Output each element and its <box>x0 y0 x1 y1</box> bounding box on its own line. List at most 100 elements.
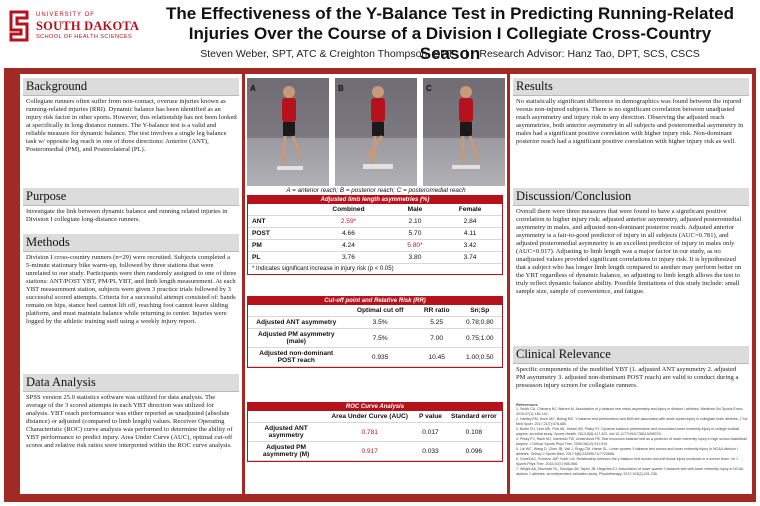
table-header-cell: Standard error <box>445 411 502 423</box>
data-analysis-text: SPSS version 25.0 statistics software wa… <box>26 394 233 450</box>
row-label: Adjusted PM asymmetry (male) <box>248 328 345 348</box>
background-section: Background Collegiate runners often suff… <box>23 78 239 154</box>
poster-header: UNIVERSITY OF SOUTH DAKOTA SCHOOL OF HEA… <box>0 0 760 66</box>
table-row: Adjusted PM asymmetry (M) 0.917 0.033 0.… <box>248 441 502 461</box>
background-text: Collegiate runners often suffer from non… <box>26 98 237 154</box>
left-column: Background Collegiate runners often suff… <box>20 74 242 494</box>
table-cell: 2.59* <box>305 215 392 228</box>
table-header-row: Combined Male Female <box>248 204 502 216</box>
discussion-heading: Discussion/Conclusion <box>513 188 749 206</box>
ybt-photos: A B C <box>247 78 505 186</box>
table-cell: 5.70 <box>391 227 439 240</box>
purpose-section: Purpose Investigate the link between dyn… <box>23 188 239 224</box>
table-cell: 5.25 <box>415 316 458 329</box>
table-header-cell: Optimal cut off <box>344 305 416 317</box>
table-row: PM 4.24 5.80* 3.42 <box>248 239 502 252</box>
table-cell: 0.75;1.00 <box>457 328 502 348</box>
table-cell: 0.917 <box>324 441 416 461</box>
row-label: Adjusted ANT asymmetry <box>248 422 325 442</box>
results-heading: Results <box>513 78 749 96</box>
table-cell: 0.781 <box>324 422 416 442</box>
row-label: POST <box>248 227 306 240</box>
table-cell: 4.24 <box>305 239 392 252</box>
table-row: PL 3.76 3.80 3.74 <box>248 251 502 264</box>
data-analysis-section: Data Analysis SPSS version 25.0 statisti… <box>23 374 239 450</box>
row-label: Adjusted non-dominant POST reach <box>248 347 345 367</box>
table-header-cell: Male <box>391 204 439 216</box>
reference-item: 5. Lai WC, Wang D, Chen JB, Vail J, Rugg… <box>516 447 738 456</box>
table-header-row: Optimal cut off RR ratio Sn;Sp <box>248 305 502 317</box>
table-header-cell <box>248 305 345 317</box>
table-header-cell: P value <box>415 411 446 423</box>
poster-authors: Steven Weber, SPT, ATC & Creighton Thomp… <box>200 48 700 60</box>
poster-title: The Effectiveness of the Y-Balance Test … <box>165 4 735 63</box>
table-cell: 0.096 <box>445 441 502 461</box>
middle-column: A B C <box>245 74 507 494</box>
logo-line-3: SCHOOL OF HEALTH SCIENCES <box>36 34 133 40</box>
table-cell: 5.80* <box>391 239 439 252</box>
methods-text: Division I cross-country runners (n=29) … <box>26 254 237 326</box>
photo-label-b: B <box>338 84 344 93</box>
background-heading: Background <box>23 78 239 96</box>
table-cell: 2.84 <box>438 215 502 228</box>
coyote-logo-icon <box>9 10 29 42</box>
table-cell: 10.45 <box>415 347 458 367</box>
table-cell: 3.42 <box>438 239 502 252</box>
reference-item: 1. Smith CA, Chimera NJ, Warren M. Assoc… <box>516 407 744 416</box>
photo-label-c: C <box>426 84 432 93</box>
table-cell: 0.017 <box>415 422 446 442</box>
table-header-cell: Area Under Curve (AUC) <box>324 411 416 423</box>
limb-asymmetry-table: Adjusted limb length asymmetries (%) Com… <box>247 195 503 275</box>
row-label: Adjusted PM asymmetry (M) <box>248 441 325 461</box>
table-cell: 4.66 <box>305 227 392 240</box>
table-header-cell <box>248 411 325 423</box>
runner-figure-icon <box>452 86 481 169</box>
logo-line-2: SOUTH DAKOTA <box>36 19 140 33</box>
right-column: Results No statistically significant dif… <box>510 74 752 494</box>
logo-line-1: UNIVERSITY OF <box>36 12 95 18</box>
photo-posteromedial-reach: C <box>423 78 505 186</box>
table-row: Adjusted PM asymmetry (male) 7.5% 7.00 0… <box>248 328 502 348</box>
discussion-section: Discussion/Conclusion Overall there were… <box>513 188 749 297</box>
reference-item: 3. Butler RJ, Lehr ME, Fink ML, Kiesel K… <box>516 427 740 436</box>
purpose-text: Investigate the link between dynamic bal… <box>26 208 228 224</box>
table-cell: 0.108 <box>445 422 502 442</box>
results-section: Results No statistically significant dif… <box>513 78 749 146</box>
table-cell: 1.00;0.50 <box>457 347 502 367</box>
university-logo: UNIVERSITY OF SOUTH DAKOTA SCHOOL OF HEA… <box>8 10 148 50</box>
clinical-relevance-section: Clinical Relevance Specific components o… <box>513 346 749 390</box>
table-row: POST 4.66 5.70 4.11 <box>248 227 502 240</box>
runner-figure-icon <box>363 86 393 169</box>
table-cell: 3.5% <box>344 316 416 329</box>
table-header-row: Area Under Curve (AUC) P value Standard … <box>248 411 502 423</box>
row-label: PL <box>248 251 306 264</box>
methods-section: Methods Division I cross-country runners… <box>23 234 239 326</box>
row-label: Adjusted ANT asymmetry <box>248 316 345 329</box>
row-label: PM <box>248 239 306 252</box>
table-cell: 0.78;0.80 <box>457 316 502 329</box>
roc-curve-table-title: ROC Curve Analysis <box>248 403 502 411</box>
row-label: ANT <box>248 215 306 228</box>
cutoff-rr-table-title: Cut-off point and Relative Risk (RR) <box>248 297 502 305</box>
table-row: ANT 2.59* 2.10 2.84 <box>248 215 502 228</box>
table-header-cell: Sn;Sp <box>457 305 502 317</box>
reference-item: 4. Plisky PJ, Rauh MJ, Kaminski TW, Unde… <box>516 437 747 446</box>
roc-curve-table: ROC Curve Analysis Area Under Curve (AUC… <box>247 402 503 462</box>
photo-caption: A = anterior reach; B = posterior reach;… <box>286 187 466 194</box>
photo-label-a: A <box>250 84 256 93</box>
table-cell: 3.80 <box>391 251 439 264</box>
runner-figure-icon <box>277 86 303 170</box>
table-header-cell: RR ratio <box>415 305 458 317</box>
clinical-relevance-heading: Clinical Relevance <box>513 346 749 364</box>
table-cell: 3.74 <box>438 251 502 264</box>
table-header-cell: Female <box>438 204 502 216</box>
results-text: No statistically significant difference … <box>516 98 744 146</box>
reference-item: 6. Gonell AC, Romero JAP, Soler LM. Rela… <box>516 457 738 466</box>
cutoff-rr-table: Cut-off point and Relative Risk (RR) Opt… <box>247 296 503 368</box>
table-cell: 7.5% <box>344 328 416 348</box>
methods-heading: Methods <box>23 234 239 252</box>
table-row: Adjusted ANT asymmetry 3.5% 5.25 0.78;0.… <box>248 316 502 329</box>
purpose-heading: Purpose <box>23 188 239 206</box>
data-analysis-heading: Data Analysis <box>23 374 239 392</box>
table-header-cell <box>248 204 306 216</box>
